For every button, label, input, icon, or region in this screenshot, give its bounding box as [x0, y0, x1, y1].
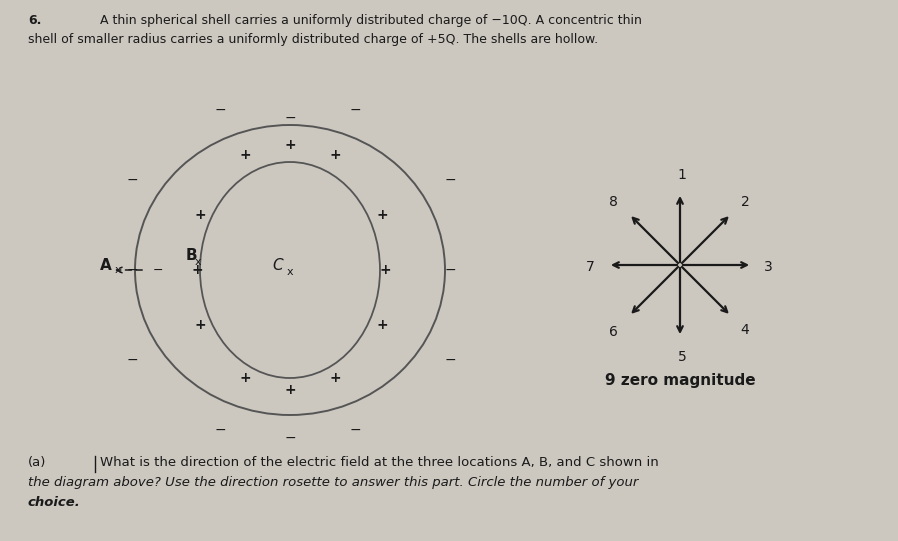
Text: −: − — [153, 263, 163, 276]
Text: −: − — [284, 111, 295, 125]
Text: +: + — [194, 208, 206, 222]
Text: shell of smaller radius carries a uniformly distributed charge of +5Q. The shell: shell of smaller radius carries a unifor… — [28, 33, 598, 46]
Text: −: − — [127, 353, 137, 367]
Text: x: x — [195, 257, 201, 267]
Text: −: − — [349, 423, 361, 437]
Text: −: − — [284, 431, 295, 445]
Text: 1: 1 — [678, 168, 686, 182]
Text: +: + — [330, 148, 341, 162]
Text: −: − — [215, 103, 225, 117]
Text: the diagram above? Use the direction rosette to answer this part. Circle the num: the diagram above? Use the direction ros… — [28, 476, 638, 489]
Text: +: + — [376, 208, 388, 222]
Text: +: + — [376, 318, 388, 332]
Text: +: + — [330, 371, 341, 385]
Text: 2: 2 — [741, 195, 749, 209]
Text: 4: 4 — [741, 323, 749, 337]
Text: +: + — [284, 138, 295, 152]
Text: x: x — [286, 267, 294, 277]
Text: 7: 7 — [585, 260, 594, 274]
Text: +: + — [191, 263, 203, 277]
Text: −: − — [445, 353, 456, 367]
Text: +: + — [239, 148, 251, 162]
Text: +: + — [379, 263, 391, 277]
Text: A thin spherical shell carries a uniformly distributed charge of −10Q. A concent: A thin spherical shell carries a uniform… — [100, 14, 642, 27]
Text: +: + — [284, 383, 295, 397]
Text: −: − — [127, 263, 137, 277]
Text: −: − — [349, 103, 361, 117]
Text: −: − — [215, 423, 225, 437]
Text: +: + — [239, 371, 251, 385]
Text: C: C — [272, 258, 283, 273]
Text: 6.: 6. — [28, 14, 41, 27]
Text: 8: 8 — [609, 195, 618, 209]
Text: 5: 5 — [678, 350, 686, 364]
Text: A: A — [100, 258, 111, 273]
Text: 3: 3 — [763, 260, 772, 274]
Text: +: + — [194, 318, 206, 332]
Text: −: − — [445, 173, 456, 187]
Text: 9 zero magnitude: 9 zero magnitude — [604, 373, 755, 387]
Text: −: − — [127, 173, 137, 187]
Text: 6: 6 — [609, 325, 618, 339]
Text: B: B — [186, 248, 198, 263]
Text: −: − — [445, 263, 456, 277]
Text: (a): (a) — [28, 456, 47, 469]
Text: x: x — [115, 265, 121, 275]
Text: choice.: choice. — [28, 496, 81, 509]
Text: What is the direction of the electric field at the three locations A, B, and C s: What is the direction of the electric fi… — [100, 456, 659, 469]
